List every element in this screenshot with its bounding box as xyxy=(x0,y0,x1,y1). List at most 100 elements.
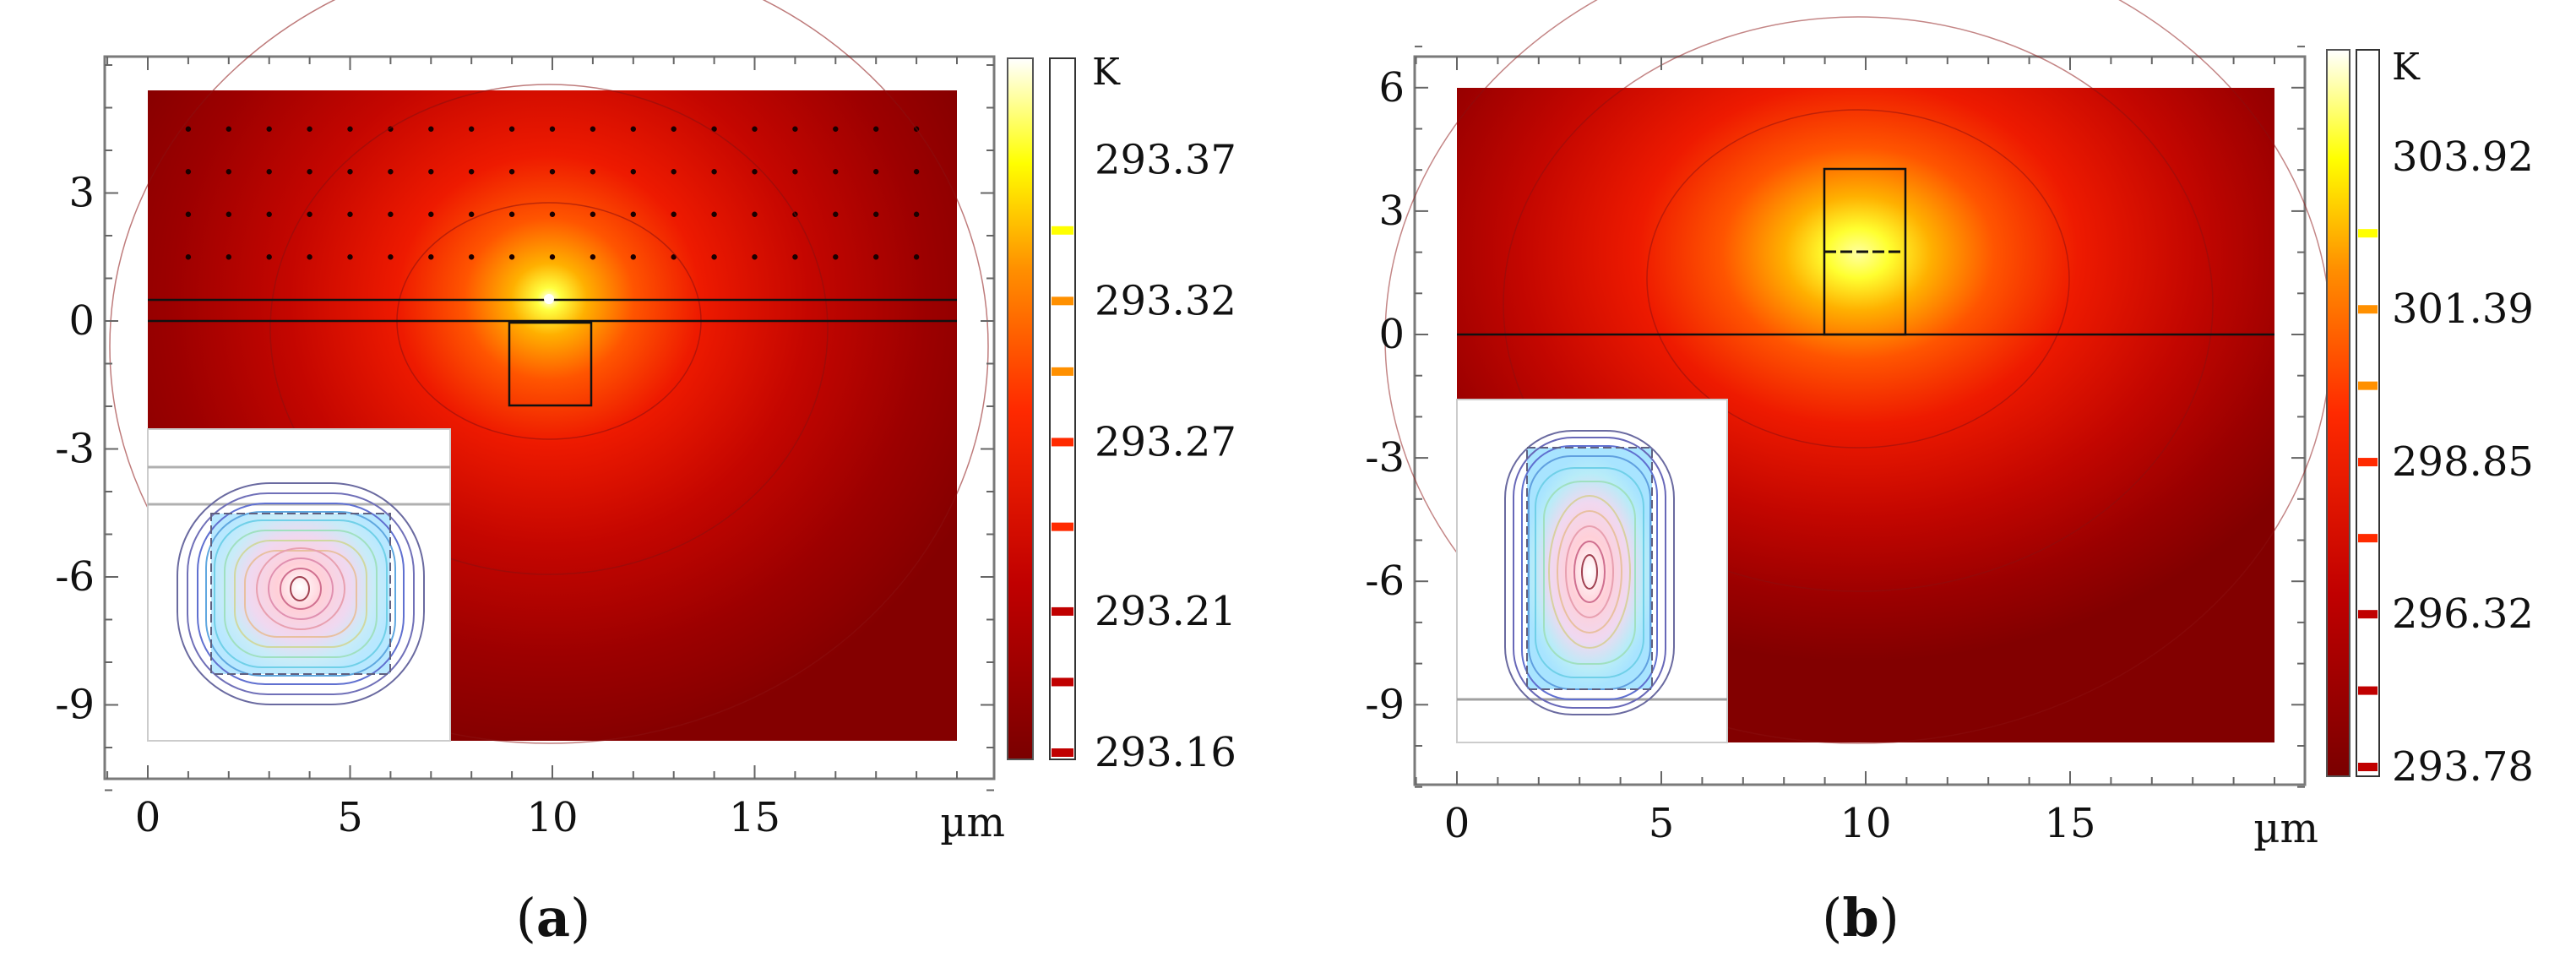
grid-dot xyxy=(266,254,272,260)
grid-dot xyxy=(873,169,879,175)
grid-dot xyxy=(671,211,677,217)
colorbar-ticks: 303.92 301.39 298.85 296.32 293.78 xyxy=(2358,133,2534,791)
colorbar-mark xyxy=(2358,381,2378,390)
grid-dot xyxy=(469,211,475,217)
colorbar-tick-label: 293.27 xyxy=(1095,418,1236,465)
grid-dot xyxy=(873,211,879,217)
colorbar-mark xyxy=(2358,305,2378,314)
grid-dot xyxy=(549,254,556,260)
colorbar-gradient xyxy=(2326,49,2350,777)
y-tick-label: -3 xyxy=(55,426,95,473)
x-tick-label: 0 xyxy=(135,794,161,841)
y-tick-label: -9 xyxy=(55,682,95,729)
grid-dot xyxy=(752,169,758,175)
x-tick-label: 5 xyxy=(337,794,363,841)
grid-dot xyxy=(590,254,596,260)
grid-dot xyxy=(428,126,434,132)
grid-dot xyxy=(388,169,394,175)
grid-dot xyxy=(590,211,596,217)
panel-label-b: (b) xyxy=(1822,887,1899,949)
panel-a: 0 5 10 15 µm 3 0 -3 -6 -9 293.37 293.32 293.27 293.2… xyxy=(55,0,1236,949)
colorbar-tick-label: 296.32 xyxy=(2392,590,2534,638)
grid-dot xyxy=(307,211,312,217)
colorbar-mark xyxy=(1052,606,1073,616)
colorbar-mark xyxy=(1052,155,1073,165)
grid-dot xyxy=(266,211,272,217)
grid-dot xyxy=(833,169,839,175)
grid-dot xyxy=(185,211,192,217)
x-tick-label: 0 xyxy=(1444,800,1470,847)
colorbar-mark xyxy=(1052,367,1073,376)
colorbar-tick-frame xyxy=(2356,49,2380,777)
grid-dot xyxy=(792,126,798,132)
colorbar-mark xyxy=(1052,677,1073,687)
colorbar-mark xyxy=(2358,153,2378,162)
grid-dot xyxy=(630,126,636,132)
colorbar-mark xyxy=(2358,458,2378,467)
colorbar-mark xyxy=(1052,438,1073,447)
grid-dot xyxy=(307,126,312,132)
colorbar-tick-label: 293.16 xyxy=(1095,729,1236,776)
grid-dot xyxy=(711,254,717,260)
grid-dot xyxy=(388,211,394,217)
axes: 0 5 10 15 µm 3 0 -3 -6 -9 xyxy=(55,57,1005,846)
grid-dot xyxy=(307,169,312,175)
colorbar-mark xyxy=(1052,748,1073,757)
grid-dot xyxy=(307,254,312,260)
grid-dot xyxy=(711,211,717,217)
colorbar: 293.37 293.32 293.27 293.21 293.16 K xyxy=(1007,51,1236,776)
grid-dot xyxy=(226,126,231,132)
grid-dot xyxy=(226,169,231,175)
grid-dot xyxy=(185,126,192,132)
y-tick-label: 3 xyxy=(1378,188,1405,235)
colorbar: 303.92 301.39 298.85 296.32 293.78 K xyxy=(2326,46,2534,791)
grid-dot xyxy=(752,254,758,260)
grid-dot xyxy=(347,254,353,260)
hotspot xyxy=(544,294,554,304)
colorbar-mark xyxy=(1052,226,1073,235)
colorbar-mark xyxy=(2358,534,2378,543)
grid-dot xyxy=(185,254,192,260)
colorbar-unit: K xyxy=(2392,46,2421,89)
grid-dot xyxy=(711,126,717,132)
grid-dot xyxy=(388,254,394,260)
grid-dot xyxy=(833,254,839,260)
grid-dot xyxy=(833,211,839,217)
grid-dot xyxy=(226,211,231,217)
grid-dot xyxy=(469,254,475,260)
grid-dot xyxy=(347,211,353,217)
grid-dot xyxy=(590,126,596,132)
grid-dot xyxy=(347,126,353,132)
x-tick-label: 10 xyxy=(1840,800,1891,847)
x-tick-label: 15 xyxy=(2044,800,2095,847)
panel-b: 0 5 10 15 µm 6 3 0 -3 -6 -9 303.92 301.39 298.85 296.… xyxy=(1365,0,2534,949)
y-tick-label: 3 xyxy=(68,170,95,217)
colorbar-mark xyxy=(1052,296,1073,306)
colorbar-mark xyxy=(1052,522,1073,531)
grid-dot xyxy=(630,254,636,260)
colorbar-mark xyxy=(2358,763,2378,771)
colorbar-mark xyxy=(2358,610,2378,619)
grid-dot xyxy=(185,169,192,175)
grid-dot xyxy=(711,169,717,175)
grid-dot xyxy=(792,254,798,260)
grid-dot xyxy=(873,254,879,260)
mode-inset xyxy=(147,428,451,742)
colorbar-tick-label: 293.78 xyxy=(2392,743,2534,791)
y-tick-label: -9 xyxy=(1365,681,1405,728)
grid-dot xyxy=(508,254,515,260)
grid-dot xyxy=(469,169,475,175)
waveguide-core xyxy=(508,321,593,407)
grid-dot xyxy=(833,126,839,132)
grid-dot xyxy=(549,169,556,175)
colorbar-tick-label: 293.32 xyxy=(1095,277,1236,324)
grid-dot xyxy=(671,126,677,132)
grid-dot xyxy=(752,126,758,132)
y-tick-label: 0 xyxy=(68,297,95,345)
x-unit-label: µm xyxy=(940,799,1005,846)
grid-dot xyxy=(549,126,556,132)
x-tick-label: 5 xyxy=(1649,800,1675,847)
grid-dot xyxy=(913,211,920,217)
grid-dot xyxy=(508,126,515,132)
y-tick-label: -6 xyxy=(1365,557,1405,605)
